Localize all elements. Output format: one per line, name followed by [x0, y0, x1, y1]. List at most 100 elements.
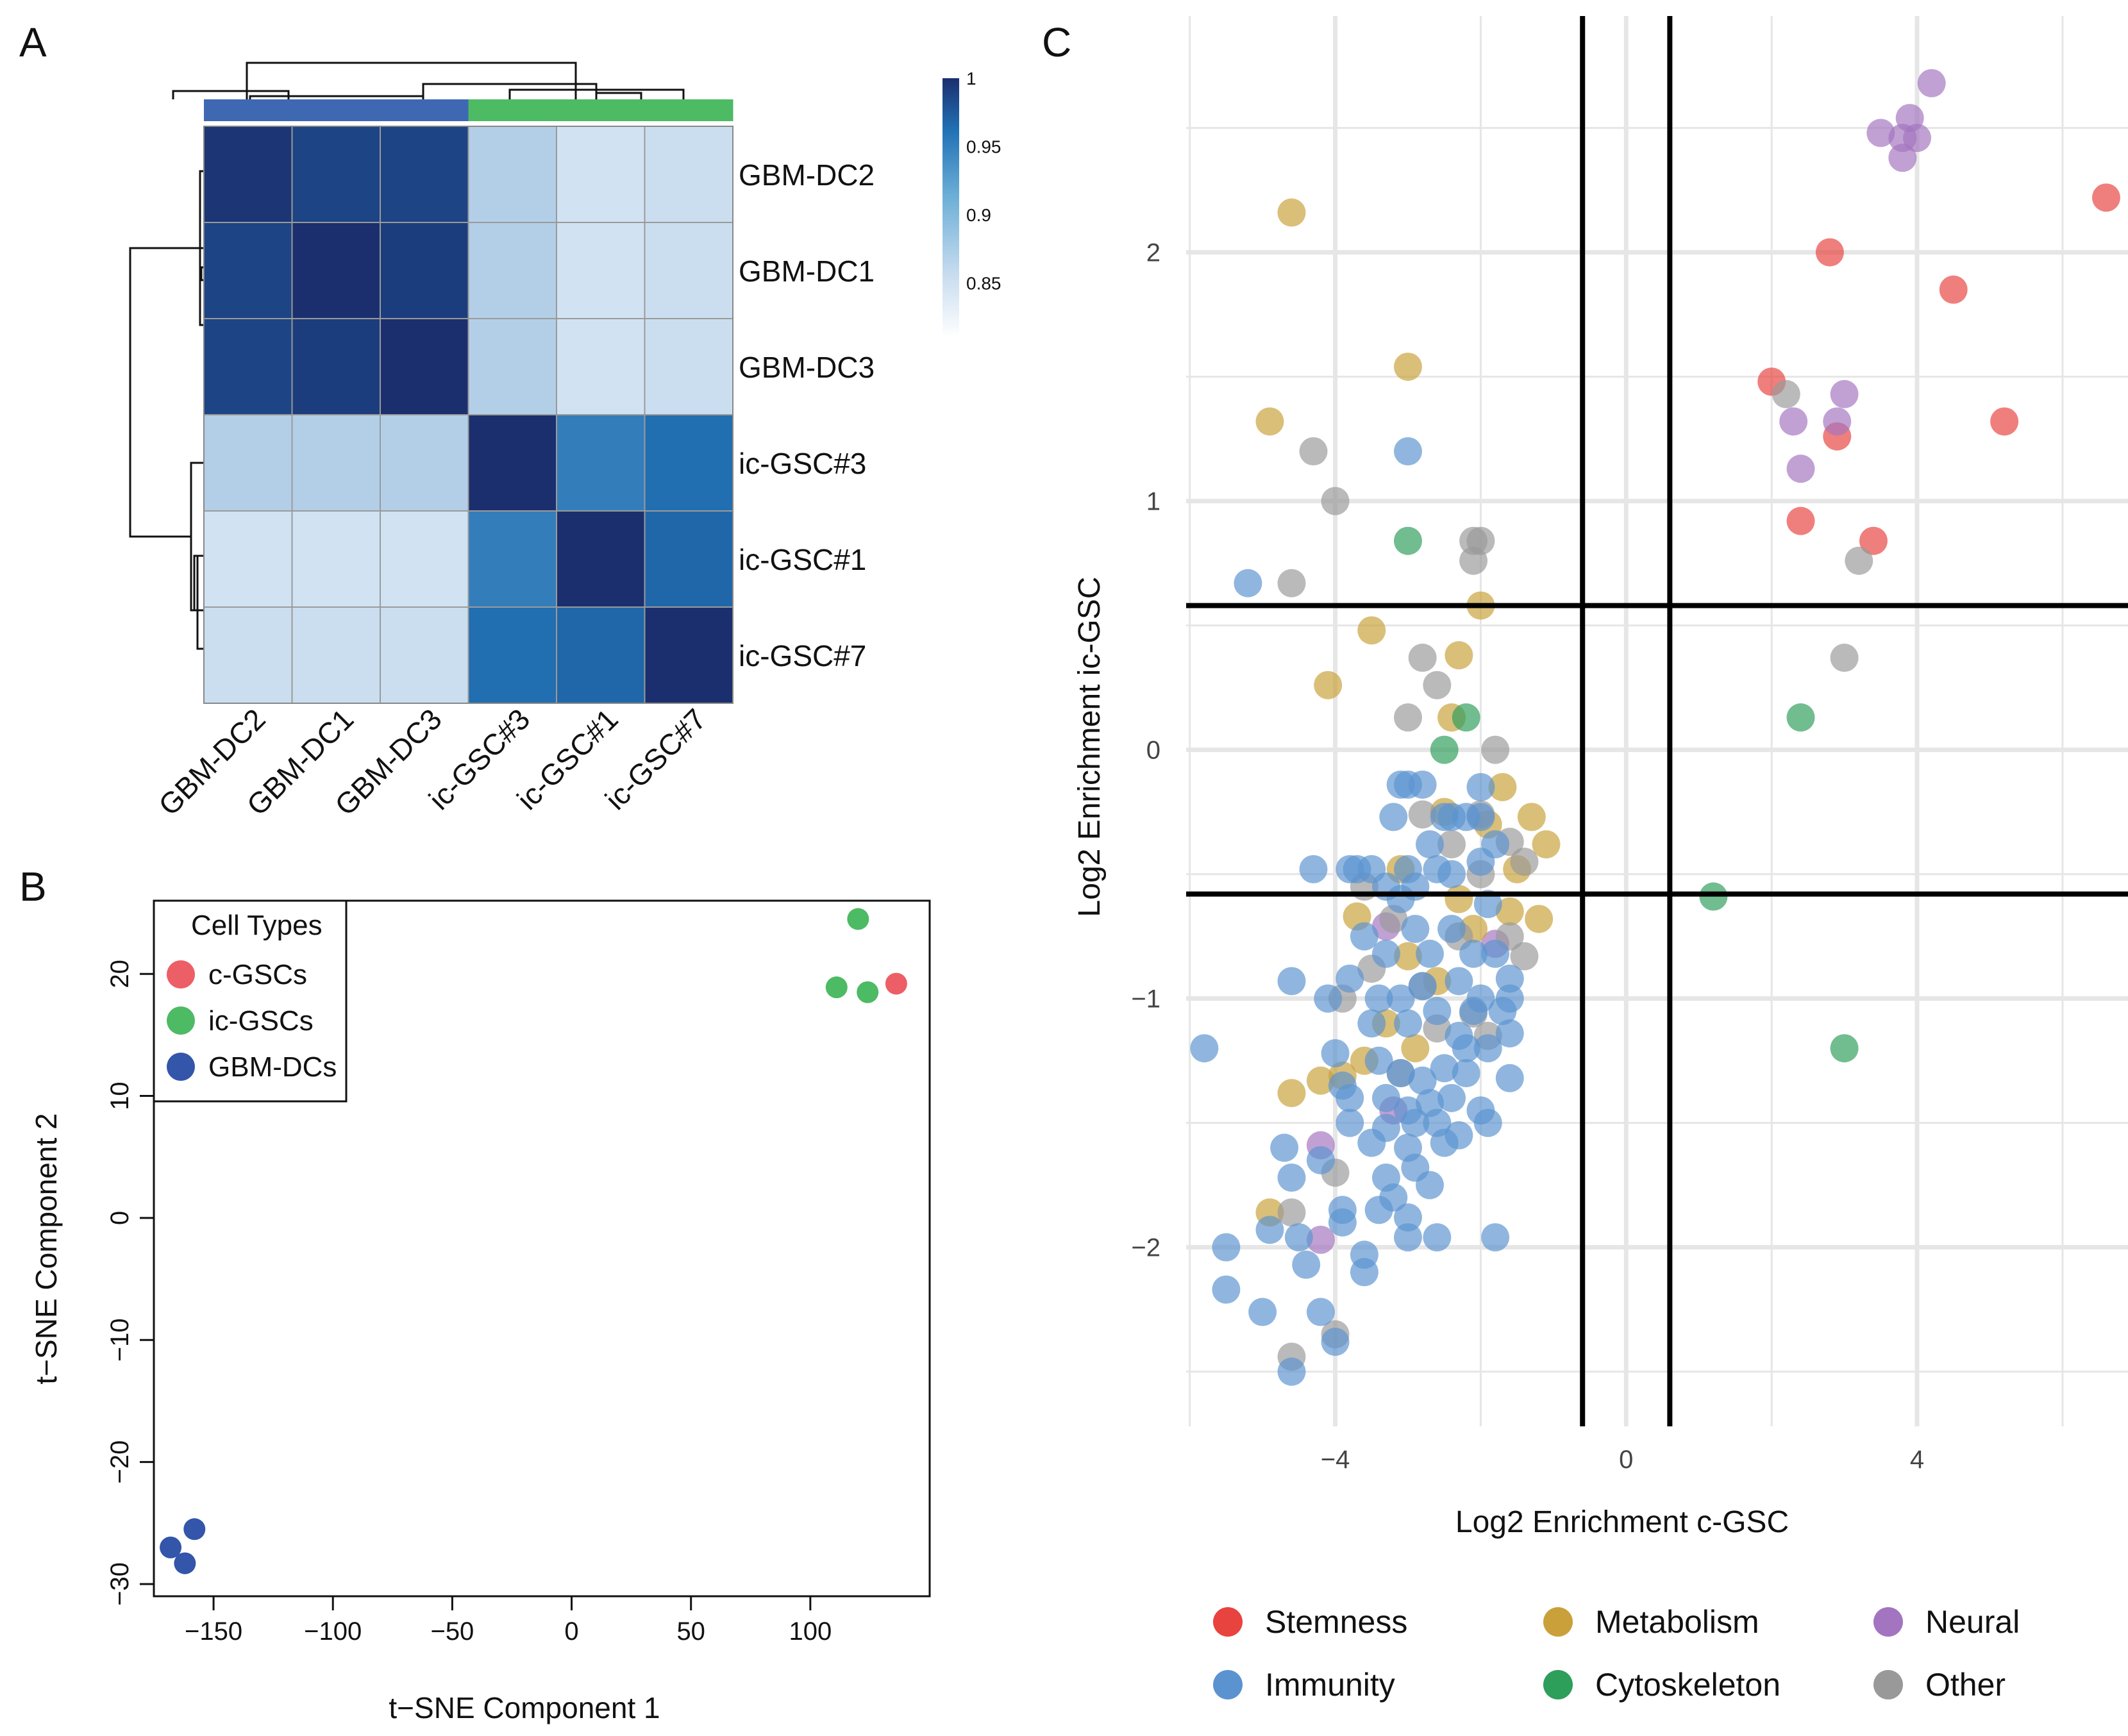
enrichment-panel: −4 0 4 2 1 0 −1 −2 Log2 Enrichment c-GSC Log2 E…	[1073, 16, 2128, 1703]
panel-label-c: C	[1042, 19, 1071, 65]
column-group-bar	[204, 99, 733, 121]
heatmap-row-label: ic-GSC#1	[739, 543, 866, 576]
enrichment-point	[1510, 942, 1539, 971]
heatmap-cell	[291, 126, 381, 223]
enrichment-tick-labels: −4 0 4 2 1 0 −1 −2	[1131, 239, 1924, 1474]
enrichment-point	[1495, 897, 1524, 926]
tsne-x-tick-label: −150	[185, 1617, 242, 1646]
enrichment-point	[1401, 914, 1430, 943]
legend-marker	[1873, 1607, 1903, 1637]
tsne-y-tick-label: −20	[106, 1440, 134, 1484]
heatmap-cell	[556, 126, 646, 223]
heatmap-cell	[556, 318, 646, 415]
enrichment-point	[1416, 939, 1445, 968]
column-dendrogram	[172, 62, 685, 99]
enrichment-point	[1371, 939, 1400, 968]
tsne-point	[174, 1552, 196, 1574]
legend-entry-label: Cytoskeleton	[1595, 1667, 1780, 1703]
heatmap-cell	[291, 414, 381, 512]
tsne-point	[885, 972, 907, 995]
enrichment-point	[1212, 1275, 1241, 1304]
enrichment-point	[1364, 1196, 1393, 1224]
colorbar-tick-label: 1	[966, 69, 976, 88]
group-bar-segment	[557, 99, 645, 121]
enrichment-point	[1401, 1153, 1430, 1182]
enrichment-point	[1845, 546, 1873, 575]
heatmap-cell	[644, 318, 733, 415]
heatmap-cell	[556, 414, 646, 512]
enrichment-x-tick-label: 0	[1619, 1446, 1633, 1474]
legend-marker	[1213, 1670, 1243, 1699]
enrichment-point	[1823, 407, 1852, 436]
tsne-x-axis-label: t−SNE Component 1	[389, 1691, 660, 1724]
heatmap-cell	[380, 318, 469, 415]
enrichment-point	[1473, 1034, 1502, 1063]
tsne-y-tick-label: 0	[106, 1211, 134, 1225]
heatmap-cell	[203, 414, 293, 512]
tsne-x-tick-label: −100	[304, 1617, 362, 1646]
enrichment-point	[1314, 671, 1343, 699]
enrichment-point	[1321, 1328, 1350, 1356]
legend-title: Cell Types	[191, 910, 323, 941]
enrichment-gridlines	[1186, 16, 2128, 1426]
enrichment-point	[1525, 905, 1554, 933]
enrichment-point	[1830, 644, 1859, 672]
enrichment-x-tick-label: −4	[1321, 1446, 1350, 1474]
dendrogram-branch	[200, 266, 204, 281]
enrichment-y-tick-label: −1	[1131, 985, 1160, 1014]
enrichment-point	[1212, 1233, 1241, 1262]
heatmap-cell	[380, 222, 469, 319]
tsne-x-tick-label: 100	[789, 1617, 832, 1646]
heatmap-cell	[291, 318, 381, 415]
dendrogram-branch	[595, 92, 642, 99]
enrichment-point	[1408, 800, 1437, 829]
enrichment-point	[1459, 997, 1488, 1026]
heatmap-cell	[467, 510, 557, 608]
legend-entry-label: Stemness	[1265, 1604, 1407, 1640]
enrichment-point	[1786, 703, 1815, 732]
heatmap-cell	[380, 606, 469, 704]
enrichment-point	[1386, 984, 1415, 1013]
enrichment-point	[1393, 942, 1422, 971]
enrichment-point	[1481, 939, 1510, 968]
heatmap-cells	[203, 126, 733, 704]
enrichment-point	[1393, 703, 1422, 732]
heatmap-cell	[556, 222, 646, 319]
colorbar	[943, 78, 959, 338]
tsne-point	[183, 1518, 206, 1540]
heatmap-row-labels: GBM-DC2 GBM-DC1 GBM-DC3 ic-GSC#3 ic-GSC#1 ic-…	[739, 158, 875, 672]
enrichment-point	[1445, 885, 1473, 914]
dendrogram-branch	[508, 88, 685, 99]
enrichment-point	[1277, 1079, 1306, 1108]
heatmap-cell	[291, 222, 381, 319]
enrichment-point	[1306, 1298, 1335, 1326]
enrichment-point	[1190, 1034, 1219, 1063]
enrichment-point	[1321, 1039, 1350, 1067]
colorbar-ticks: 1 0.95 0.9 0.85	[966, 69, 1001, 294]
heatmap-cell	[203, 510, 293, 608]
legend-marker	[167, 960, 195, 989]
legend-marker	[1873, 1670, 1903, 1699]
heatmap-row-label: GBM-DC3	[739, 351, 875, 384]
enrichment-point	[1336, 1083, 1364, 1112]
enrichment-point	[1917, 69, 1946, 97]
enrichment-point	[1430, 1054, 1459, 1083]
enrichment-point	[1830, 1034, 1859, 1063]
enrichment-points	[1190, 69, 2120, 1386]
enrichment-point	[1859, 526, 1888, 555]
dendrogram-branch	[199, 170, 204, 326]
enrichment-y-tick-label: 2	[1146, 239, 1160, 267]
enrichment-point	[1495, 1019, 1524, 1047]
enrichment-point	[1336, 964, 1364, 993]
dendrogram-branch	[246, 62, 577, 99]
enrichment-point	[1452, 1034, 1480, 1063]
dendrogram-branch	[193, 555, 204, 612]
heatmap-cell	[467, 606, 557, 704]
tsne-x-tick-label: 50	[676, 1617, 705, 1646]
legend-entry-label: Other	[1925, 1667, 2006, 1703]
group-bar-segment	[468, 99, 557, 121]
tsne-y-tick-label: −30	[106, 1562, 134, 1606]
